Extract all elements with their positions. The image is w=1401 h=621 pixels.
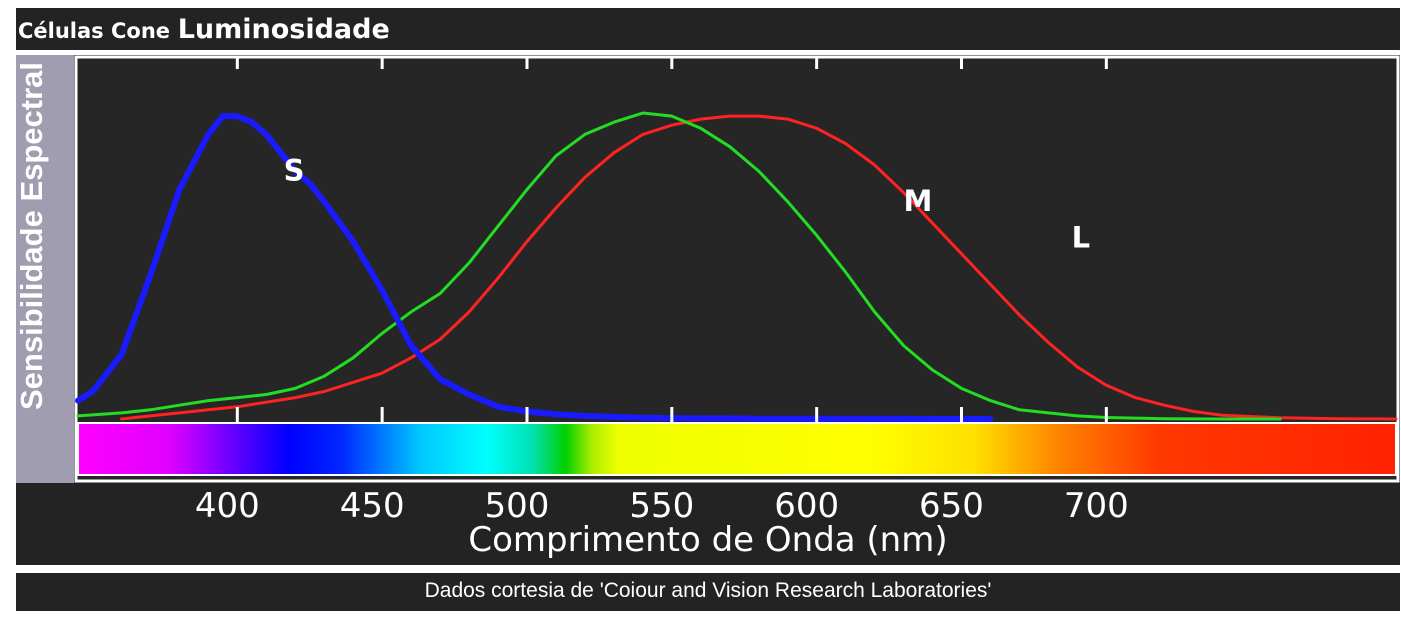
title-part-1: Células Cone [18,19,171,43]
series-label-S: S [284,153,305,187]
x-axis-label: Comprimento de Onda (nm) [468,520,948,560]
x-tick-label-700: 700 [1063,486,1129,526]
plot-border [74,55,1400,483]
x-tick-label-650: 650 [919,486,984,526]
y-axis-label: Sensibilidade Espectral [14,61,49,410]
series-L-line [120,114,1398,421]
credit-text: Dados cortesia de 'Coiour and Vision Res… [424,579,992,602]
series-M-line [76,111,1282,421]
visible-spectrum-bar [77,422,1397,476]
title-part-2: Luminosidade [177,14,390,45]
title-bar [16,8,1400,50]
series-labels: S M L [284,153,1090,254]
x-tick-label-400: 400 [194,486,260,526]
ylabel-strip [16,55,74,483]
plot-area: S M L [74,55,1400,483]
x-tick-label-550: 550 [629,486,695,526]
series-S-line [75,113,994,422]
spectral-chart: S M L [74,55,1400,483]
x-tick-label-600: 600 [774,486,840,526]
top-ticks [235,57,1108,69]
series-label-M: M [904,184,933,218]
bottom-ticks [235,407,1108,423]
x-axis-band [16,483,1400,565]
chart-title: Células Cone Luminosidade [18,14,390,45]
credit-bar: Dados cortesia de 'Coiour and Vision Res… [16,573,1400,611]
x-tick-label-500: 500 [484,486,550,526]
curves [75,111,1398,422]
series-label-L: L [1072,221,1090,255]
x-tick-label-450: 450 [339,486,405,526]
